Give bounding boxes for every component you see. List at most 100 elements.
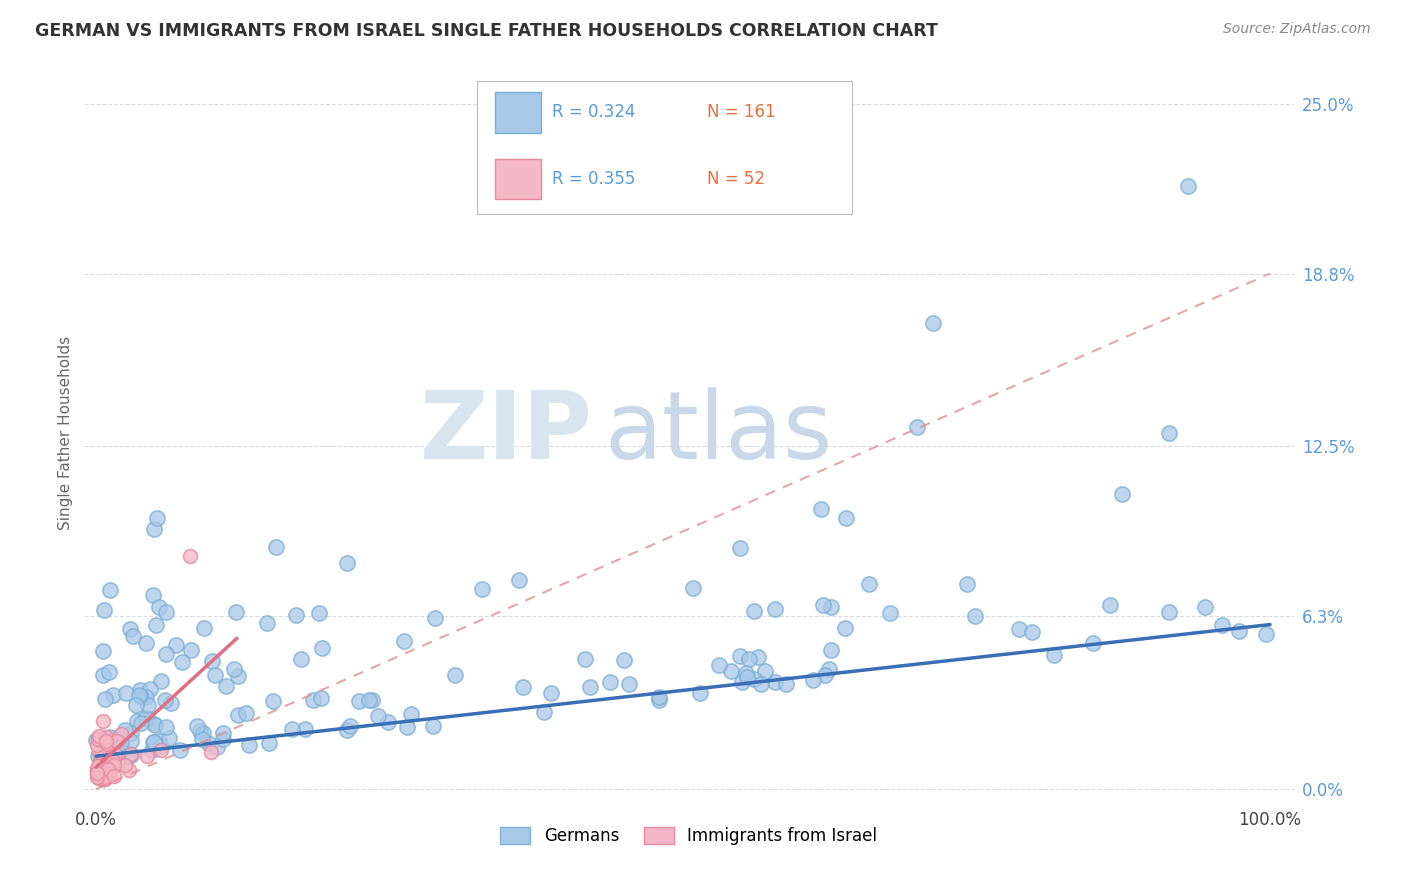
Point bbox=[107, 746, 129, 760]
Point bbox=[238, 738, 260, 752]
Point bbox=[146, 511, 169, 525]
Point bbox=[94, 772, 117, 786]
Point bbox=[155, 647, 177, 661]
Point bbox=[120, 726, 142, 740]
Point bbox=[121, 734, 143, 748]
Point bbox=[96, 733, 118, 747]
Point bbox=[215, 679, 238, 693]
Point bbox=[682, 581, 704, 595]
Point bbox=[1111, 487, 1133, 501]
Point bbox=[858, 577, 880, 591]
Point bbox=[87, 771, 110, 785]
Point bbox=[105, 734, 128, 748]
Point bbox=[120, 747, 142, 761]
Point bbox=[311, 690, 333, 705]
Point bbox=[107, 756, 129, 771]
Point bbox=[471, 582, 494, 597]
Point bbox=[225, 605, 247, 619]
Point bbox=[200, 745, 222, 759]
Point bbox=[103, 769, 125, 783]
Point bbox=[169, 743, 191, 757]
Point bbox=[814, 668, 837, 682]
Point bbox=[93, 765, 115, 780]
Text: R = 0.355: R = 0.355 bbox=[553, 170, 636, 188]
Point bbox=[540, 685, 562, 699]
Point bbox=[1081, 636, 1104, 650]
Point bbox=[136, 698, 159, 713]
Point bbox=[91, 767, 114, 781]
Point bbox=[114, 758, 136, 772]
Point bbox=[204, 668, 226, 682]
Point bbox=[93, 747, 115, 762]
Point bbox=[512, 680, 534, 694]
Point bbox=[86, 770, 108, 784]
Point bbox=[143, 716, 166, 731]
Point bbox=[110, 736, 132, 750]
Legend: Germans, Immigrants from Israel: Germans, Immigrants from Israel bbox=[492, 819, 886, 854]
Point bbox=[98, 756, 121, 771]
Point bbox=[735, 665, 758, 680]
Point bbox=[179, 549, 201, 563]
Point bbox=[728, 541, 751, 555]
Point bbox=[311, 640, 333, 655]
Point bbox=[201, 654, 224, 668]
Point bbox=[120, 748, 142, 763]
Point bbox=[235, 706, 257, 720]
Point bbox=[142, 588, 165, 602]
Point bbox=[148, 734, 170, 748]
Point bbox=[117, 749, 139, 764]
Point bbox=[103, 757, 125, 772]
Point bbox=[648, 693, 671, 707]
Point bbox=[775, 677, 797, 691]
Point bbox=[1021, 624, 1043, 639]
Point bbox=[737, 670, 759, 684]
Point bbox=[159, 696, 181, 710]
Point bbox=[1157, 425, 1180, 440]
Point bbox=[98, 582, 121, 597]
Point bbox=[89, 769, 111, 783]
Point bbox=[193, 621, 215, 635]
Point bbox=[86, 738, 108, 752]
Point bbox=[136, 712, 159, 726]
Point bbox=[360, 693, 382, 707]
Point bbox=[302, 693, 325, 707]
Point bbox=[188, 724, 211, 739]
Point bbox=[1227, 624, 1250, 638]
Point bbox=[98, 761, 121, 775]
Point bbox=[104, 747, 127, 761]
Point bbox=[1098, 598, 1121, 612]
FancyBboxPatch shape bbox=[478, 81, 852, 214]
Point bbox=[96, 737, 118, 751]
Point bbox=[143, 718, 166, 732]
Point bbox=[574, 652, 596, 666]
Point bbox=[422, 719, 444, 733]
Text: N = 161: N = 161 bbox=[707, 103, 776, 121]
Point bbox=[172, 655, 194, 669]
Point bbox=[128, 683, 150, 698]
Point bbox=[90, 753, 112, 767]
Point bbox=[190, 731, 212, 746]
Point bbox=[738, 652, 761, 666]
Point bbox=[186, 719, 208, 733]
Point bbox=[707, 657, 730, 672]
Point bbox=[763, 674, 786, 689]
Point bbox=[107, 731, 129, 745]
Point bbox=[148, 599, 170, 614]
Point bbox=[226, 668, 249, 682]
Point bbox=[222, 663, 245, 677]
Point bbox=[357, 693, 380, 707]
Point bbox=[165, 638, 187, 652]
Point bbox=[921, 316, 943, 330]
Point bbox=[336, 556, 359, 570]
Point bbox=[114, 723, 136, 738]
Point bbox=[180, 643, 202, 657]
Bar bbox=[495, 92, 541, 133]
Point bbox=[87, 729, 110, 743]
Point bbox=[290, 651, 312, 665]
Point bbox=[87, 731, 110, 746]
Point bbox=[834, 621, 856, 635]
Point bbox=[339, 719, 361, 733]
Point bbox=[93, 603, 115, 617]
Point bbox=[820, 599, 842, 614]
Point bbox=[139, 682, 162, 697]
